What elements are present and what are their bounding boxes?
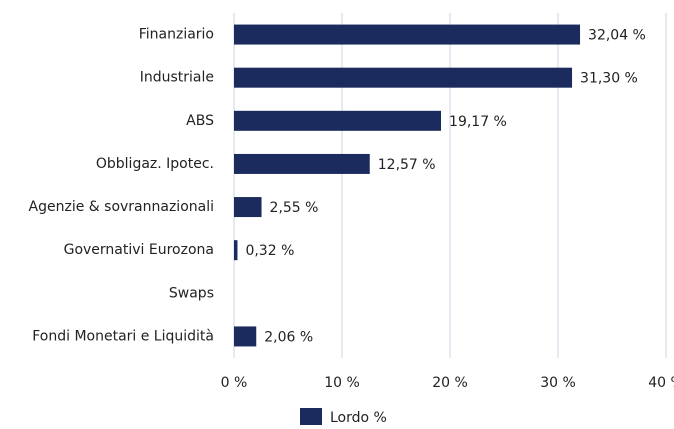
bar xyxy=(234,240,238,261)
bar xyxy=(234,197,262,218)
value-label: 0,32 % xyxy=(245,243,294,259)
value-label: 2,06 % xyxy=(264,329,313,345)
x-tick-label: 0 % xyxy=(221,375,248,391)
value-label: 19,17 % xyxy=(449,114,507,130)
x-tick-label: 20 % xyxy=(432,375,468,391)
y-tick-label: Finanziario xyxy=(139,27,214,43)
y-tick-label: Obbligaz. Ipotec. xyxy=(96,156,214,172)
value-label: 31,30 % xyxy=(580,71,638,87)
value-label: 2,55 % xyxy=(270,200,319,216)
x-tick-label: 30 % xyxy=(540,375,576,391)
legend-swatch xyxy=(300,408,322,425)
bar xyxy=(234,110,442,131)
y-tick-label: Governativi Eurozona xyxy=(64,242,214,258)
y-tick-label: Swaps xyxy=(169,285,214,301)
x-tick-label: 40 % xyxy=(648,375,674,391)
value-label: 12,57 % xyxy=(378,157,436,173)
bar xyxy=(234,153,370,174)
y-tick-label: Agenzie & sovrannazionali xyxy=(29,199,214,215)
value-label: 32,04 % xyxy=(588,28,646,44)
bar xyxy=(234,24,581,45)
bar xyxy=(234,326,257,347)
bar xyxy=(234,67,573,88)
y-tick-label: Fondi Monetari e Liquidità xyxy=(32,328,214,344)
x-tick-label: 10 % xyxy=(324,375,360,391)
legend-label: Lordo % xyxy=(330,410,387,426)
y-tick-label: Industriale xyxy=(140,70,214,86)
y-tick-label: ABS xyxy=(186,113,214,129)
